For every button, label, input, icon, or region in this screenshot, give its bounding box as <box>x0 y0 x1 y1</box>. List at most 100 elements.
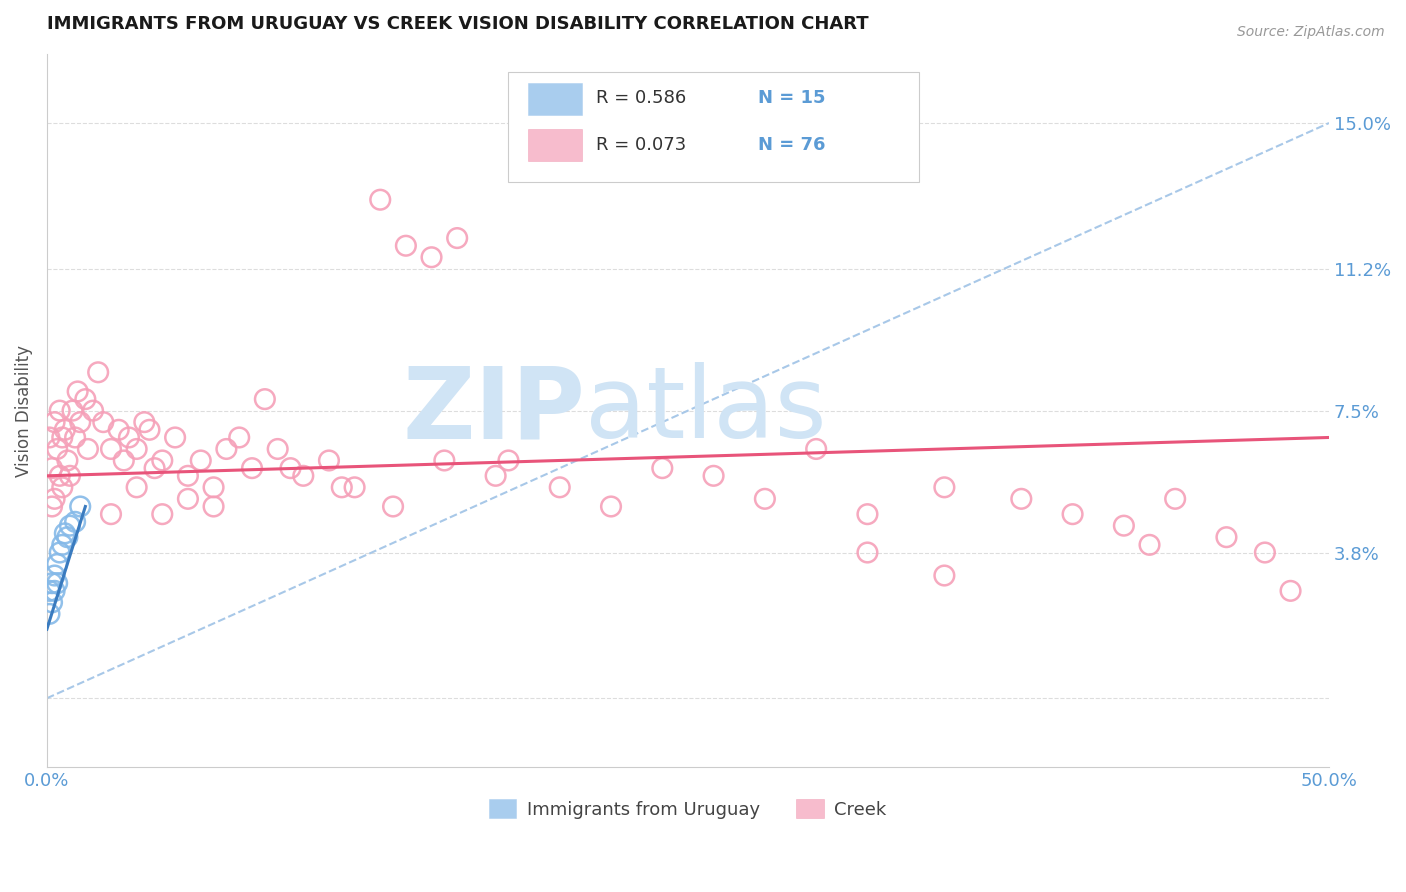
Point <box>87 365 110 379</box>
Point <box>856 507 879 521</box>
Point <box>1254 545 1277 559</box>
Point <box>177 491 200 506</box>
Text: atlas: atlas <box>585 362 827 459</box>
Point <box>280 461 302 475</box>
Point <box>59 518 82 533</box>
Point <box>38 430 60 444</box>
Point <box>51 480 73 494</box>
Point <box>856 545 879 559</box>
Point <box>46 442 69 456</box>
Point <box>1139 538 1161 552</box>
Point <box>41 576 63 591</box>
Point <box>253 392 276 406</box>
Point <box>125 442 148 456</box>
Point <box>330 480 353 494</box>
Point <box>651 461 673 475</box>
Bar <box>527 128 582 161</box>
Point <box>100 442 122 456</box>
Point <box>292 468 315 483</box>
Point <box>48 545 70 559</box>
Point <box>446 231 468 245</box>
Point <box>100 507 122 521</box>
Text: Source: ZipAtlas.com: Source: ZipAtlas.com <box>1237 25 1385 39</box>
Point <box>754 491 776 506</box>
Point <box>548 480 571 494</box>
Point <box>215 442 238 456</box>
Point <box>134 415 156 429</box>
Point <box>56 453 79 467</box>
Point <box>107 423 129 437</box>
Point <box>498 453 520 467</box>
Text: ZIP: ZIP <box>402 362 585 459</box>
Point <box>433 453 456 467</box>
Point <box>51 538 73 552</box>
Text: R = 0.586: R = 0.586 <box>596 89 686 107</box>
Text: R = 0.073: R = 0.073 <box>596 136 686 153</box>
Point <box>46 557 69 571</box>
Point <box>44 415 66 429</box>
Text: IMMIGRANTS FROM URUGUAY VS CREEK VISION DISABILITY CORRELATION CHART: IMMIGRANTS FROM URUGUAY VS CREEK VISION … <box>46 15 869 33</box>
Point <box>75 392 97 406</box>
Y-axis label: Vision Disability: Vision Disability <box>15 344 32 476</box>
Point <box>266 442 288 456</box>
Point <box>1215 530 1237 544</box>
Point <box>44 491 66 506</box>
Point <box>150 507 173 521</box>
Point <box>934 480 956 494</box>
Text: N = 15: N = 15 <box>758 89 825 107</box>
Point <box>143 461 166 475</box>
Point <box>934 568 956 582</box>
Point <box>395 238 418 252</box>
Point <box>62 403 84 417</box>
Point <box>53 526 76 541</box>
Point <box>69 415 91 429</box>
Point <box>44 568 66 582</box>
Text: N = 76: N = 76 <box>758 136 825 153</box>
Point <box>63 430 86 444</box>
Point <box>56 530 79 544</box>
Point <box>125 480 148 494</box>
Point <box>63 515 86 529</box>
FancyBboxPatch shape <box>509 72 918 182</box>
Point <box>41 461 63 475</box>
Point <box>318 453 340 467</box>
Point <box>66 384 89 399</box>
Point <box>382 500 405 514</box>
Point <box>485 468 508 483</box>
Point <box>46 576 69 591</box>
Point <box>91 415 114 429</box>
Point <box>138 423 160 437</box>
Point <box>59 468 82 483</box>
Bar <box>527 83 582 115</box>
Point <box>48 468 70 483</box>
Point <box>1164 491 1187 506</box>
Point <box>53 423 76 437</box>
Point <box>118 430 141 444</box>
Point <box>240 461 263 475</box>
Point <box>44 583 66 598</box>
Point <box>38 607 60 621</box>
Point <box>1010 491 1032 506</box>
Point <box>150 453 173 467</box>
Point <box>41 500 63 514</box>
Point <box>1279 583 1302 598</box>
Point <box>228 430 250 444</box>
Point <box>77 442 100 456</box>
Point <box>1112 518 1135 533</box>
Point <box>600 500 623 514</box>
Point <box>202 480 225 494</box>
Point <box>82 403 104 417</box>
Point <box>41 595 63 609</box>
Point <box>202 500 225 514</box>
Point <box>112 453 135 467</box>
Point <box>177 468 200 483</box>
Point <box>804 442 827 456</box>
Legend: Immigrants from Uruguay, Creek: Immigrants from Uruguay, Creek <box>482 792 894 826</box>
Point <box>38 583 60 598</box>
Point <box>165 430 187 444</box>
Point <box>69 500 91 514</box>
Point <box>703 468 725 483</box>
Point <box>420 250 443 264</box>
Point <box>190 453 212 467</box>
Point <box>51 430 73 444</box>
